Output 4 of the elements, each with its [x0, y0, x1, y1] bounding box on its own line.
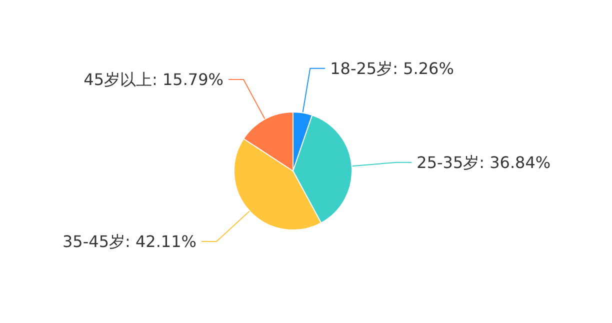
slice-label: 25-35岁: 36.84%	[416, 152, 551, 172]
slice-label: 18-25岁: 5.26%	[330, 58, 454, 78]
slice-label: 45岁以上: 15.79%	[84, 70, 224, 90]
slice-label: 35-45岁: 42.11%	[62, 232, 196, 251]
